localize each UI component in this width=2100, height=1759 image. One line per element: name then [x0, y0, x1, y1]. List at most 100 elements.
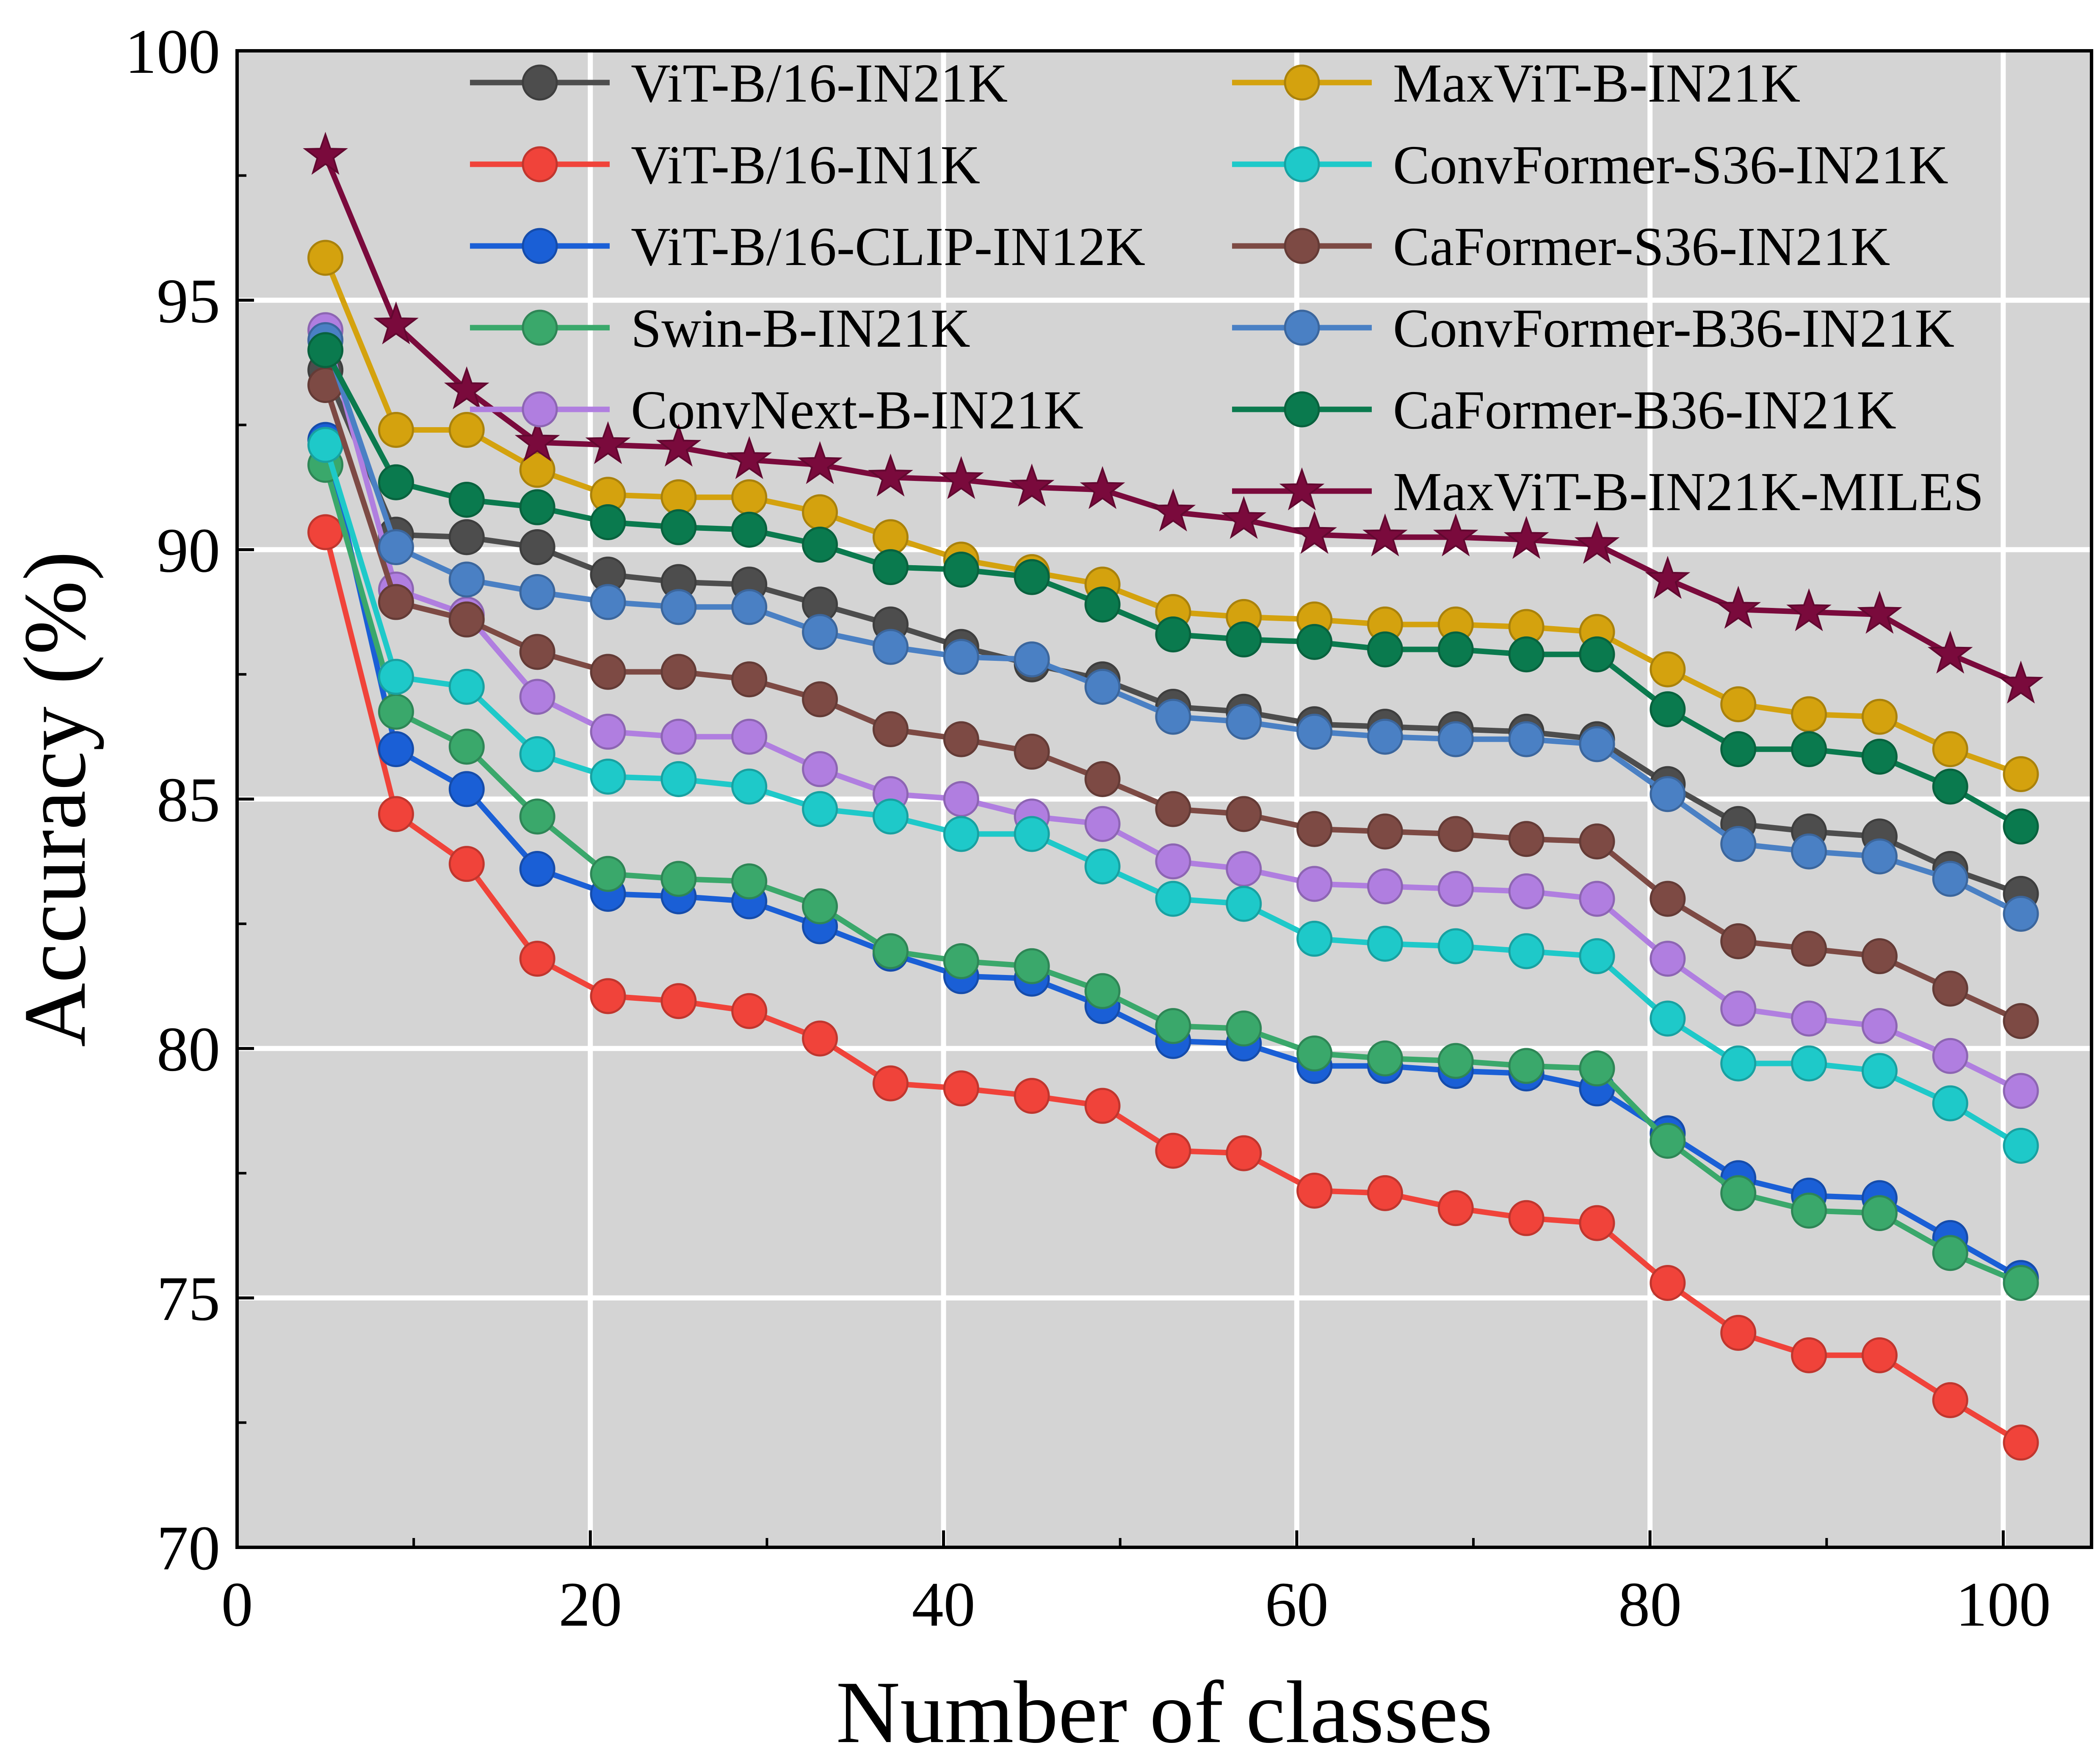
x-tick-label: 100: [1956, 1569, 2051, 1640]
data-point: [1932, 1235, 1968, 1271]
data-point: [731, 661, 768, 698]
data-point: [307, 427, 344, 463]
x-tick-label: 40: [912, 1569, 975, 1640]
x-tick-label: 0: [221, 1569, 253, 1640]
data-point: [1932, 1382, 1968, 1418]
data-point: [1296, 920, 1333, 957]
data-point: [1932, 768, 1968, 805]
data-point: [1932, 970, 1968, 1007]
data-point: [660, 479, 697, 516]
legend-marker: [1284, 64, 1320, 101]
legend-marker: [1284, 228, 1320, 264]
data-point: [590, 654, 626, 690]
series: [307, 427, 2039, 1164]
legend-label: MaxViT-B-IN21K: [1393, 53, 1800, 114]
data-point: [1503, 516, 1549, 559]
data-point: [519, 574, 555, 610]
data-point: [1579, 881, 1615, 917]
data-point: [444, 366, 489, 409]
data-point: [519, 851, 555, 887]
data-point: [1155, 1008, 1191, 1044]
data-point: [1720, 923, 1757, 959]
data-point: [519, 634, 555, 670]
data-point: [1226, 621, 1262, 657]
data-point: [802, 1020, 838, 1057]
data-point: [448, 482, 485, 518]
data-point: [448, 519, 485, 555]
x-tick-label: 80: [1618, 1569, 1682, 1640]
data-point: [1296, 1172, 1333, 1209]
data-point: [1155, 791, 1191, 827]
legend-entry: ViT-B/16-CLIP-IN12K: [470, 216, 1145, 277]
data-point: [1155, 1132, 1191, 1169]
legend-marker: [522, 309, 558, 346]
data-point: [1508, 1200, 1545, 1236]
y-tick-label: 100: [125, 17, 220, 87]
data-point: [943, 639, 979, 675]
data-point: [2003, 1003, 2039, 1039]
data-point: [943, 551, 979, 588]
data-point: [1084, 806, 1121, 842]
data-point: [1861, 738, 1898, 775]
data-point: [802, 527, 838, 563]
y-tick-label: 80: [157, 1014, 220, 1085]
legend-entry: ViT-B/16-IN1K: [470, 135, 980, 196]
data-point: [373, 301, 419, 345]
legend-marker: [1284, 391, 1320, 428]
data-point: [660, 861, 697, 897]
data-point: [1861, 1337, 1898, 1373]
data-point: [1720, 826, 1757, 862]
data-point: [1579, 1050, 1615, 1087]
data-point: [731, 718, 768, 755]
data-point: [1508, 821, 1545, 857]
data-point: [590, 584, 626, 620]
data-point: [1508, 1048, 1545, 1084]
data-point: [1084, 586, 1121, 623]
data-point: [519, 489, 555, 525]
data-point: [1786, 588, 1832, 632]
data-point: [378, 693, 414, 730]
data-point: [1932, 861, 1968, 897]
data-point: [519, 736, 555, 772]
data-point: [660, 761, 697, 797]
data-point: [307, 332, 344, 368]
data-point: [1437, 721, 1474, 757]
data-point: [1009, 463, 1055, 507]
data-point: [1226, 1011, 1262, 1047]
data-point: [731, 993, 768, 1029]
data-point: [519, 798, 555, 835]
data-point: [872, 798, 909, 835]
data-point: [1226, 704, 1262, 740]
data-point: [1579, 726, 1615, 762]
data-point: [872, 933, 909, 969]
data-point: [1437, 816, 1474, 852]
data-point: [1791, 1045, 1827, 1082]
legend-label: MaxViT-B-IN21K-MILES: [1393, 461, 1984, 522]
y-tick-label: 95: [157, 266, 220, 336]
data-point: [1791, 1000, 1827, 1037]
data-point: [943, 943, 979, 979]
series: [307, 322, 2039, 932]
data-point: [378, 412, 414, 448]
legend-entry: MaxViT-B-IN21K: [1232, 53, 1800, 114]
data-point: [1508, 873, 1545, 909]
data-point: [1650, 651, 1686, 688]
legend-label: Swin-B-IN21K: [631, 298, 970, 359]
data-point: [660, 718, 697, 755]
legend-label: CaFormer-B36-IN21K: [1393, 380, 1896, 441]
legend-label: ConvFormer-B36-IN21K: [1393, 298, 1954, 359]
data-point: [1226, 796, 1262, 832]
data-point: [1296, 811, 1333, 847]
legend-entry: Swin-B-IN21K: [470, 298, 970, 359]
series: [307, 332, 2039, 845]
legend-label: ViT-B/16-IN21K: [631, 53, 1008, 114]
data-point: [519, 941, 555, 977]
data-point: [1861, 699, 1898, 735]
data-point: [1221, 496, 1267, 539]
data-point: [1155, 881, 1191, 917]
legend-entry: CaFormer-S36-IN21K: [1232, 216, 1890, 277]
series: [307, 367, 2039, 1039]
data-point: [802, 888, 838, 925]
